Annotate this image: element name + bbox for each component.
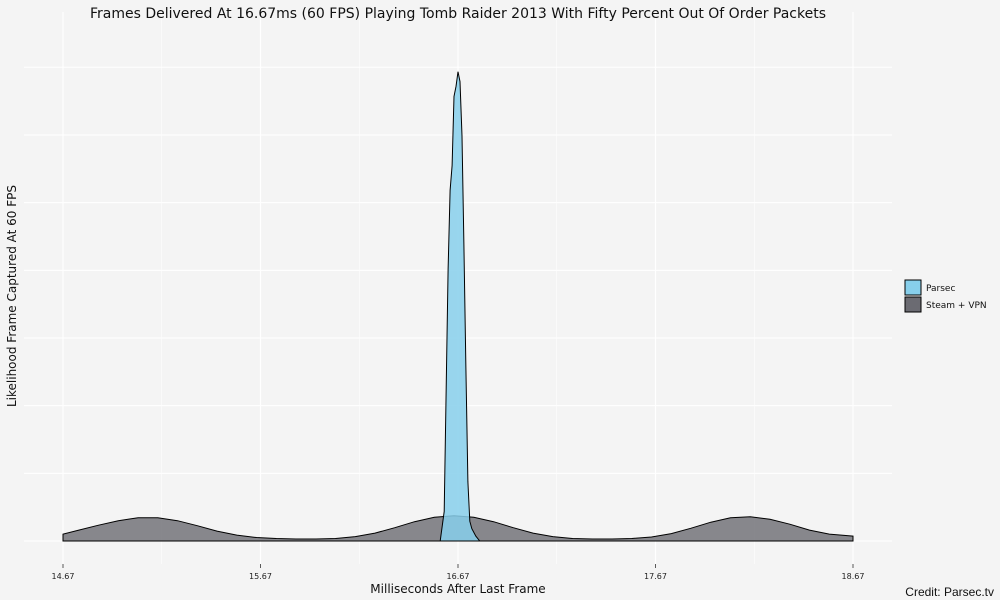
credit-text: Credit: Parsec.tv <box>905 585 994 599</box>
x-tick-label: 18.67 <box>842 572 865 581</box>
legend: Parsec Steam + VPN <box>904 279 987 313</box>
density-area-parsec <box>439 71 481 542</box>
legend-label-parsec: Parsec <box>926 284 955 294</box>
legend-swatch-steam-vpn <box>904 296 922 313</box>
x-tick-label: 16.67 <box>447 572 470 581</box>
legend-swatch-parsec <box>904 279 922 296</box>
x-tick-label: 17.67 <box>644 572 667 581</box>
x-axis-title: Milliseconds After Last Frame <box>370 582 545 596</box>
density-areas <box>62 71 854 542</box>
x-tick-label: 14.67 <box>52 572 75 581</box>
legend-label-steam-vpn: Steam + VPN <box>926 301 987 311</box>
chart-title: Frames Delivered At 16.67ms (60 FPS) Pla… <box>90 6 826 22</box>
x-tick-label: 15.67 <box>249 572 272 581</box>
y-axis-title: Likelihood Frame Captured At 60 FPS <box>5 185 19 407</box>
x-axis-ticks: 14.67 15.67 16.67 17.67 18.67 <box>52 564 865 581</box>
